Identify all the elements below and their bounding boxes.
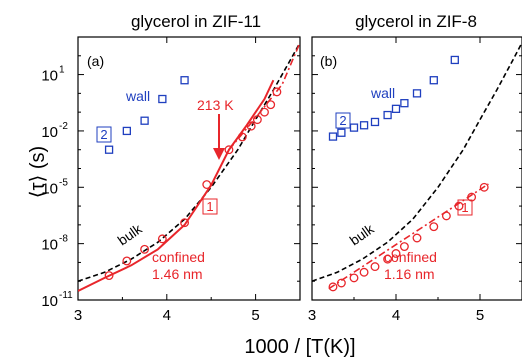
y-axis-label: ⟨τ⟩ (s)	[27, 146, 49, 198]
panel-b-wall-point	[412, 89, 422, 98]
panel-b-wall-point	[349, 123, 359, 132]
panel-a-wall-point	[140, 116, 149, 125]
panel-b-line-confined-arrhenius	[328, 183, 489, 290]
panel-b-wall-point	[370, 117, 380, 127]
panel-a-wall-box-number: 2	[100, 127, 107, 142]
panel-b-confined-point	[399, 242, 409, 252]
panel-a-wall-point	[158, 94, 167, 104]
panel-b-lines	[312, 42, 522, 290]
panel-a-confined-box-number: 1	[206, 199, 213, 214]
panel-a-y-tick-exponent: -8	[59, 234, 68, 245]
panel-b-confined-point	[467, 192, 477, 202]
panel-b-wall-label: wall	[370, 85, 395, 101]
panel-a-confined-point	[260, 107, 269, 117]
panel-a-confined-point	[202, 180, 212, 189]
panel-b-confined-point	[359, 267, 369, 277]
panel-b-plot: 3 4 5	[308, 36, 522, 324]
panel-b-x-tick-label: 5	[476, 307, 484, 324]
panel-a-confined-point	[272, 87, 282, 97]
panel-a-x-tick-label: 4	[163, 307, 171, 324]
panel-b-confined-label: confined	[384, 249, 437, 265]
panel-b-confined-point	[349, 273, 359, 283]
panel-b-confined-box-number: 1	[461, 200, 468, 215]
panel-b-wall-point	[450, 55, 459, 65]
panel-b-confined-point	[370, 262, 380, 272]
panel-a-label: (a)	[87, 53, 104, 69]
panel-b-size-label: 1.16 nm	[384, 266, 435, 282]
panel-a-confined-point	[140, 244, 150, 254]
panel-b-wall-point	[383, 110, 392, 120]
panel-a-temp-arrowhead	[213, 148, 225, 160]
panel-a-wall-box	[96, 126, 112, 143]
panel-b-line-bulk	[312, 42, 522, 282]
panel-b-confined-point	[454, 201, 464, 211]
panel-a-confined-point	[104, 271, 114, 281]
panel-a-line-bulk	[78, 42, 300, 282]
panel-a-line-confined-vft	[78, 79, 275, 292]
panel-b-x-tick-label: 3	[308, 307, 316, 324]
panel-a-x-tick-label: 5	[251, 307, 259, 324]
panel-b-wall-point	[391, 104, 401, 113]
panel-a-confined-point	[252, 115, 262, 125]
panel-a-confined-point	[224, 145, 234, 155]
panel-b-wall-point	[337, 128, 346, 137]
panel-b-label: (b)	[320, 53, 337, 69]
panel-b-x-tick-label: 4	[392, 307, 400, 324]
panel-b-wall-point	[328, 132, 338, 141]
panel-b-confined-box	[457, 199, 473, 216]
panel-a-y-tick-exponent: -11	[59, 290, 73, 301]
panel-a-y-tick-label: 10	[41, 124, 58, 141]
panel-b-wall-point	[359, 121, 369, 130]
panel-b-confined-point	[391, 249, 401, 258]
panel-b-wall-point	[429, 76, 438, 85]
panel-a-wall-point	[122, 126, 131, 136]
panel-a-bulk-label: bulk	[115, 220, 146, 248]
panel-a-y-tick-exponent: 1	[59, 65, 65, 76]
panel-b-confined-point	[429, 222, 439, 232]
panel-a-wall-point	[104, 145, 114, 154]
panel-a-temp-label: 213 K	[197, 97, 234, 113]
panel-b-confined-point	[441, 211, 451, 221]
panel-b-wall-box-number: 2	[339, 113, 346, 128]
panel-a-y-tick-label: 10	[41, 293, 58, 310]
panel-a-y-tick-label: 10	[41, 237, 58, 254]
panel-a-confined-box	[202, 198, 218, 215]
panel-a-confined-point	[157, 234, 167, 244]
panel-a-wall-label: wall	[125, 88, 150, 104]
panel-b-confined-point	[412, 233, 422, 243]
panel-a-confined-label: confined	[152, 249, 205, 265]
panel-a-confined-point	[237, 132, 247, 142]
panel-a-y-tick-label: 10	[41, 68, 58, 85]
panel-b-confined-point	[479, 182, 489, 192]
panel-a-x-tick-label: 3	[74, 307, 82, 324]
panel-a-confined-point	[180, 218, 190, 228]
panel-a-y-tick-exponent: -5	[59, 177, 68, 188]
panel-a-confined-point	[246, 121, 256, 131]
panel-b-wall-box	[335, 112, 351, 129]
panel-a-wall-point	[180, 76, 189, 85]
panel-b-confined-point	[383, 254, 393, 264]
panel-a-y-tick-label: 10	[41, 180, 58, 197]
panel-a-confined-point	[266, 100, 276, 110]
panel-b-bulk-label: bulk	[347, 220, 378, 248]
panel-a-y-tick-exponent: -2	[59, 121, 68, 132]
panel-b-confined-point	[336, 278, 346, 288]
panel-b-title: glycerol in ZIF-8	[355, 12, 477, 31]
panel-a-confined-point	[122, 256, 132, 266]
x-axis-label: 1000 / [T(K)]	[244, 336, 355, 358]
panel-a-title: glycerol in ZIF-11	[131, 12, 261, 31]
panel-b-confined-point	[328, 282, 338, 292]
panel-a-size-label: 1.46 nm	[152, 266, 203, 282]
panel-b-wall-point	[400, 99, 409, 108]
